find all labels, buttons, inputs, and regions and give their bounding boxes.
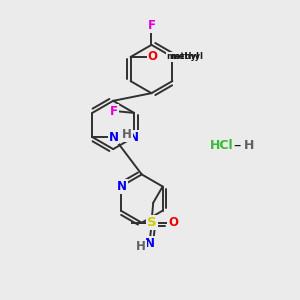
Text: F: F [148, 19, 155, 32]
Text: methyl: methyl [167, 52, 200, 62]
Text: HCl: HCl [210, 139, 234, 152]
Text: methyl: methyl [170, 52, 203, 62]
Text: S: S [147, 216, 157, 229]
Text: O: O [168, 216, 178, 229]
Text: O: O [148, 50, 158, 64]
Text: N: N [128, 130, 139, 143]
Text: H: H [136, 240, 146, 254]
Text: –: – [233, 138, 241, 153]
Text: N: N [117, 180, 127, 193]
Text: H: H [122, 128, 132, 141]
Text: N: N [109, 130, 118, 143]
Text: O: O [148, 50, 158, 64]
Text: N: N [144, 237, 154, 250]
Text: H: H [244, 139, 254, 152]
Text: F: F [110, 105, 118, 118]
